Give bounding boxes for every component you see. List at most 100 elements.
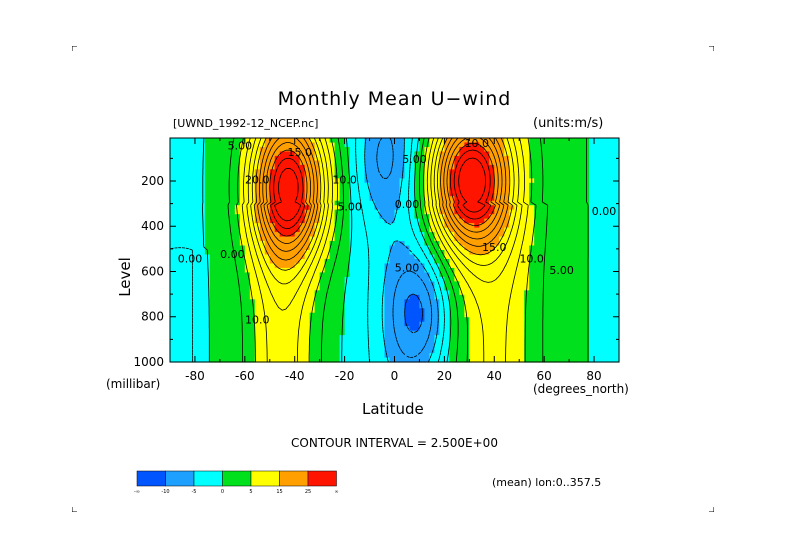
field-cell [329, 326, 336, 332]
field-cell [314, 241, 321, 247]
field-cell [324, 317, 331, 323]
field-cell [574, 330, 580, 336]
field-cell [209, 290, 216, 296]
field-cell [259, 326, 266, 332]
field-cell [214, 218, 221, 224]
field-cell [339, 182, 346, 188]
field-cell [199, 236, 206, 242]
field-cell [574, 312, 580, 318]
field-cell [364, 250, 371, 256]
field-cell [184, 160, 191, 166]
field-cell [299, 312, 306, 318]
field-cell [179, 276, 186, 282]
field-cell [264, 299, 271, 305]
field-cell [614, 308, 620, 314]
field-cell [284, 357, 291, 363]
field-cell [479, 209, 485, 215]
field-cell [314, 209, 321, 215]
field-cell [359, 348, 366, 354]
field-cell [454, 250, 460, 256]
field-cell [294, 151, 301, 157]
field-cell [464, 169, 470, 175]
field-cell [229, 312, 236, 318]
field-cell [289, 241, 296, 247]
field-cell [524, 151, 530, 157]
field-cell [319, 142, 326, 148]
field-cell [314, 254, 321, 260]
field-cell [369, 308, 376, 314]
field-cell [424, 245, 431, 251]
field-cell [294, 321, 301, 327]
field-cell [509, 151, 515, 157]
field-cell [479, 146, 485, 153]
field-cell [524, 209, 530, 215]
field-cell [454, 232, 460, 238]
field-cell [374, 236, 381, 242]
field-cell [184, 258, 191, 265]
field-cell [170, 209, 176, 215]
field-cell [389, 285, 396, 291]
field-cell [529, 321, 535, 327]
field-cell [264, 321, 271, 327]
field-cell [354, 164, 361, 170]
field-cell [419, 218, 426, 224]
field-cell [579, 164, 585, 170]
field-cell [254, 169, 261, 175]
field-cell [234, 236, 241, 242]
field-cell [254, 281, 261, 287]
field-cell [274, 339, 281, 345]
field-cell [574, 339, 580, 345]
field-cell [244, 151, 251, 157]
field-cell [554, 258, 560, 265]
field-cell [604, 196, 610, 202]
field-cell [399, 344, 406, 350]
field-cell [514, 236, 520, 242]
field-cell [194, 155, 201, 161]
field-cell [314, 250, 321, 256]
field-cell [309, 227, 316, 233]
field-cell [179, 272, 186, 278]
field-cell [469, 191, 475, 197]
field-cell [284, 227, 291, 233]
field-cell [209, 254, 216, 260]
field-cell [219, 227, 226, 233]
field-cell [474, 276, 480, 282]
field-cell [379, 151, 386, 157]
field-cell [394, 182, 401, 188]
field-cell [209, 317, 216, 323]
field-cell [379, 348, 386, 354]
field-cell [264, 250, 271, 256]
field-cell [509, 146, 515, 153]
field-cell [404, 205, 411, 211]
field-cell [384, 353, 391, 359]
field-cell [269, 218, 276, 224]
field-cell [564, 348, 570, 354]
field-cell [484, 312, 490, 318]
field-cell [284, 218, 291, 224]
field-cell [259, 160, 266, 166]
field-cell [534, 357, 540, 363]
field-cell [194, 353, 201, 359]
field-cell [569, 146, 575, 153]
field-cell [194, 294, 201, 300]
field-cell [170, 173, 176, 179]
field-cell [454, 236, 460, 242]
field-cell [569, 276, 575, 282]
field-cell [494, 250, 500, 256]
contour-line [364, 137, 439, 363]
field-cell [424, 250, 431, 256]
field-cell [289, 303, 296, 309]
field-cell [379, 178, 386, 184]
field-cell [209, 191, 216, 197]
field-cell [224, 138, 231, 144]
field-cell [554, 218, 560, 224]
field-cell [499, 281, 505, 287]
field-cell [434, 272, 440, 278]
field-cell [514, 357, 520, 363]
field-cell [349, 290, 356, 296]
field-cell [189, 146, 196, 153]
field-cell [389, 299, 396, 305]
field-cell [599, 155, 605, 161]
field-cell [574, 241, 580, 247]
field-cell [274, 227, 281, 233]
